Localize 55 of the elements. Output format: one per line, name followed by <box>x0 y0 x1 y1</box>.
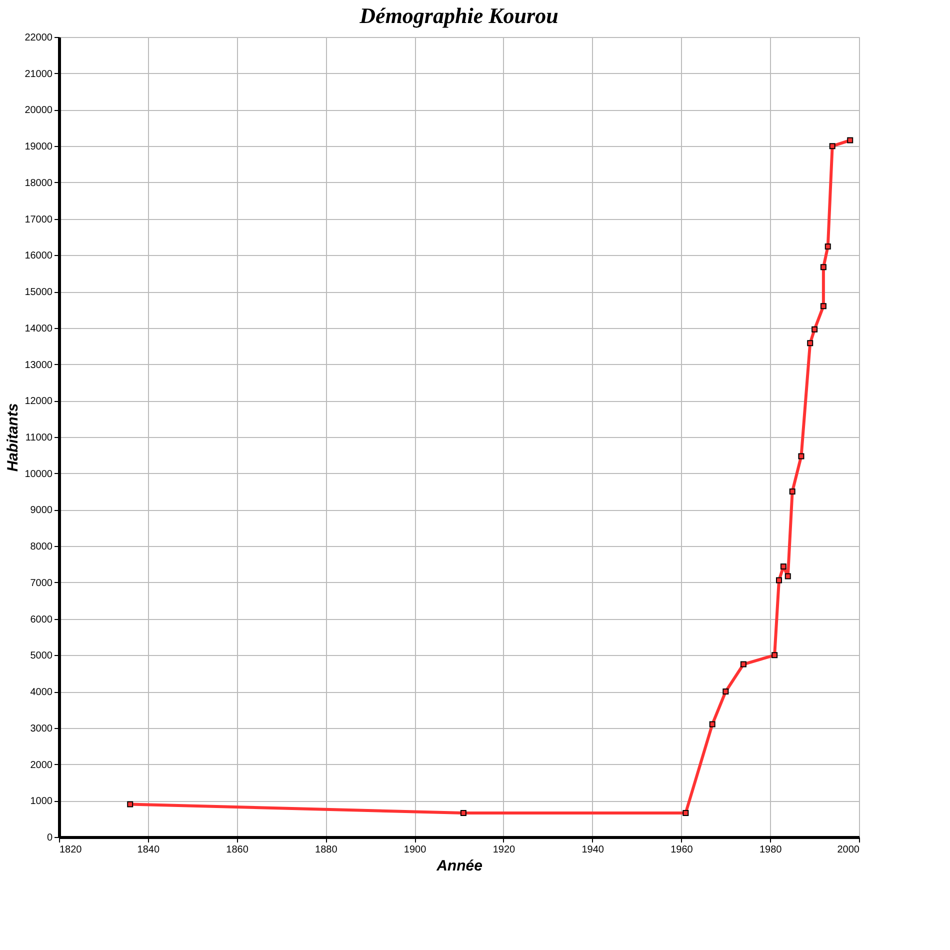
y-tick-label: 4000 <box>30 687 53 698</box>
point <box>722 688 729 695</box>
point <box>772 652 778 658</box>
y-axis-title: Habitants <box>4 403 22 472</box>
chart-title: Démographie Kourou <box>358 3 558 28</box>
point <box>798 453 804 460</box>
y-tick-label: 21000 <box>24 68 53 80</box>
x-tick-label: 1820 <box>60 844 82 856</box>
point <box>127 801 134 808</box>
y-tick-label: 17000 <box>24 214 53 226</box>
y-tick-label: 14000 <box>24 323 53 334</box>
point <box>682 810 689 816</box>
x-tick-label: 2000 <box>837 844 860 856</box>
y-tick-label: 11000 <box>25 432 53 444</box>
y-tick-label: 13000 <box>24 360 53 371</box>
point <box>807 340 814 346</box>
point <box>784 573 791 580</box>
y-tick-label: 3000 <box>30 723 53 734</box>
x-tick-label: 1920 <box>492 844 516 856</box>
point <box>812 326 818 332</box>
y-tick-label: 16000 <box>24 250 53 262</box>
y-tick-label: 5000 <box>30 650 53 662</box>
x-axis-title: Année <box>436 858 482 874</box>
y-tick-label: 6000 <box>30 614 53 626</box>
y-tick-label: 1000 <box>30 796 53 808</box>
point <box>709 721 716 728</box>
y-tick-label: 7000 <box>30 578 53 589</box>
point <box>460 810 466 816</box>
point <box>789 488 796 495</box>
y-tick-label: 15000 <box>24 287 53 298</box>
y-tick-label: 8000 <box>30 542 53 553</box>
point <box>780 563 786 570</box>
x-tick-label: 1860 <box>226 844 249 856</box>
x-tick-label: 1980 <box>759 844 782 856</box>
x-tick-label: 1880 <box>315 844 338 856</box>
point <box>847 137 854 144</box>
y-tick-label: 20000 <box>24 105 53 116</box>
y-tick-label: 12000 <box>24 396 53 408</box>
point <box>829 143 836 150</box>
y-tick-label: 0 <box>46 832 53 844</box>
point <box>776 577 782 584</box>
y-tick-label: 22000 <box>24 32 53 44</box>
point <box>740 661 746 668</box>
y-tick-label: 10000 <box>24 468 53 480</box>
point <box>824 243 831 250</box>
point <box>820 303 826 310</box>
y-tick-label: 2000 <box>30 760 53 771</box>
y-tick-label: 19000 <box>24 142 53 153</box>
y-tick-label: 18000 <box>24 178 53 189</box>
x-tick-label: 1940 <box>582 844 604 856</box>
x-tick-label: 1900 <box>404 844 427 856</box>
x-tick-label: 1960 <box>670 844 694 856</box>
point <box>820 264 826 270</box>
y-tick-label: 9000 <box>30 505 53 516</box>
x-tick-label: 1840 <box>137 844 160 856</box>
